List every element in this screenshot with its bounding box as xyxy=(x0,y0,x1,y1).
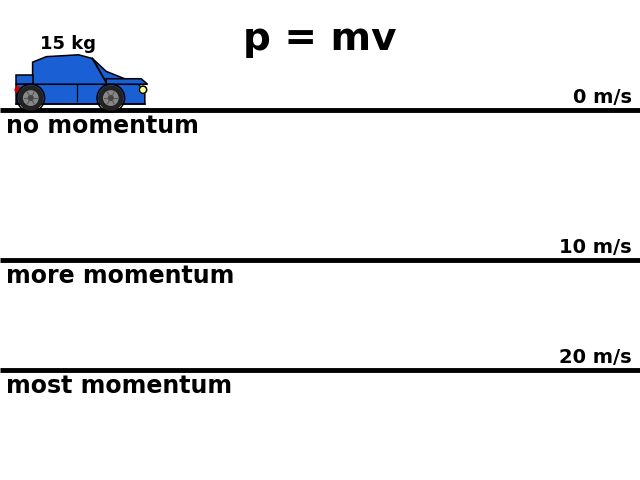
Circle shape xyxy=(19,86,43,110)
Text: 15 kg: 15 kg xyxy=(40,35,96,53)
Text: no momentum: no momentum xyxy=(6,114,199,138)
Circle shape xyxy=(108,96,113,100)
Circle shape xyxy=(24,91,38,105)
Text: 0 m/s: 0 m/s xyxy=(573,88,632,107)
Polygon shape xyxy=(33,55,138,84)
Polygon shape xyxy=(16,84,145,104)
Text: 10 m/s: 10 m/s xyxy=(559,238,632,257)
Circle shape xyxy=(15,87,20,93)
Text: more momentum: more momentum xyxy=(6,264,234,288)
Circle shape xyxy=(104,91,118,105)
Text: 20 m/s: 20 m/s xyxy=(559,348,632,367)
Circle shape xyxy=(140,86,147,94)
Circle shape xyxy=(28,96,33,100)
Polygon shape xyxy=(106,79,148,84)
Text: most momentum: most momentum xyxy=(6,374,232,398)
Text: p = mv: p = mv xyxy=(243,20,397,58)
Circle shape xyxy=(99,86,123,110)
Polygon shape xyxy=(16,75,33,84)
